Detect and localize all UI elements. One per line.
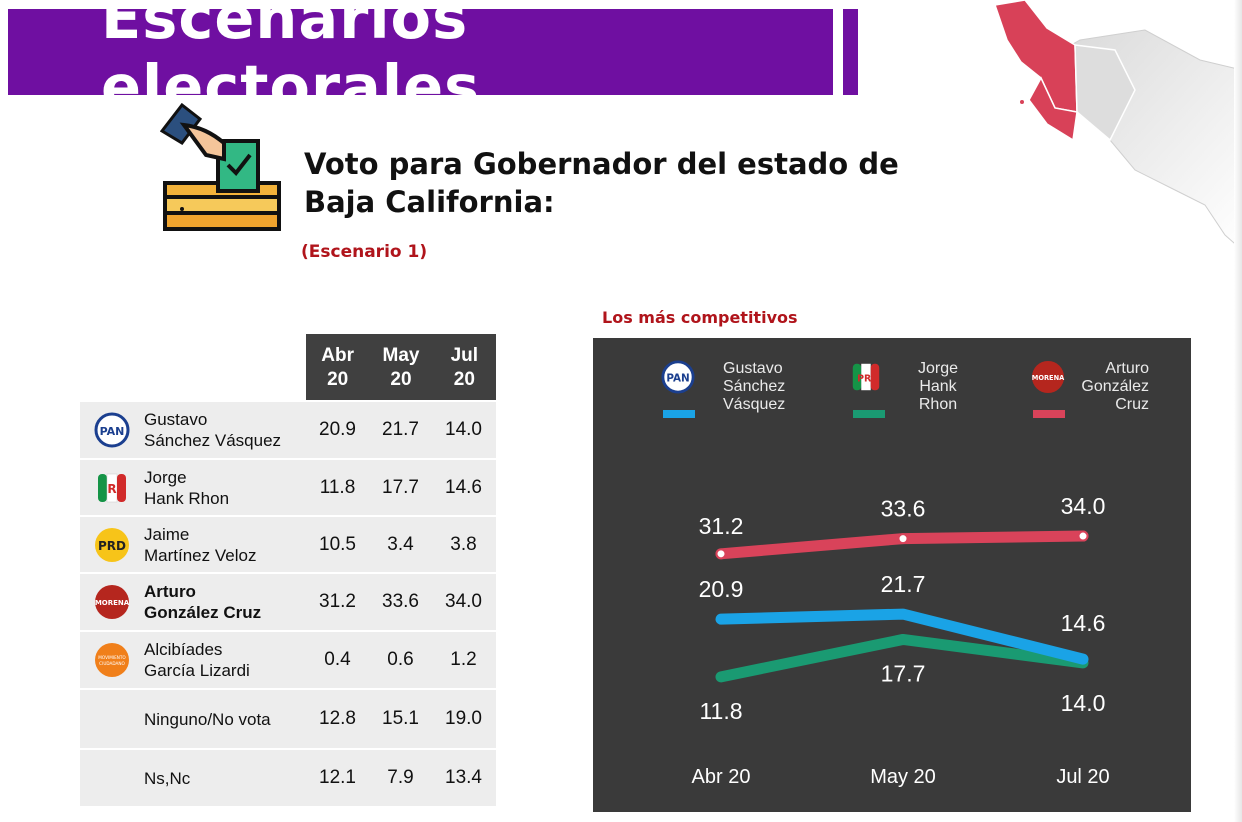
candidate-name: Jorge Hank Rhon xyxy=(144,467,230,508)
table-row: Ninguno/No vota 12.8 15.1 19.0 xyxy=(80,690,496,748)
svg-text:MORENA: MORENA xyxy=(1032,374,1065,382)
legend-swatch-morena xyxy=(1033,410,1065,418)
row-label: Ninguno/No vota xyxy=(144,709,271,729)
data-label: 33.6 xyxy=(881,496,926,522)
data-label: 31.2 xyxy=(699,513,744,539)
candidate-name: Alcibíades García Lizardi xyxy=(144,640,250,680)
svg-text:MOVIMIENTO: MOVIMIENTO xyxy=(98,655,126,660)
data-point-marker xyxy=(897,533,909,545)
cell-value: 3.4 xyxy=(387,533,414,555)
ballot-box-icon xyxy=(160,103,281,231)
svg-text:CIUDADANO: CIUDADANO xyxy=(99,661,125,666)
cell-value: 3.8 xyxy=(450,533,477,555)
pan-logo-icon: PAN xyxy=(80,412,144,448)
x-tick-label: Jul 20 xyxy=(1056,766,1109,788)
x-tick-label: Abr 20 xyxy=(692,766,751,788)
cell-value: 17.7 xyxy=(382,476,419,498)
series-line-pri xyxy=(715,633,1089,683)
cell-value: 1.2 xyxy=(450,649,477,670)
legend-label: Jorge Hank Rhon xyxy=(917,360,959,413)
table-row: MOVIMIENTO CIUDADANO Alcibíades García Liz… xyxy=(80,632,496,688)
cell-value: 33.6 xyxy=(382,591,419,612)
column-header: Abr 20 xyxy=(321,345,355,390)
table-row: PRD Jaime Martínez Veloz 10.5 3.4 3.8 xyxy=(80,517,496,572)
cell-value: 15.1 xyxy=(382,708,419,729)
column-header: May 20 xyxy=(382,345,420,390)
page-edge xyxy=(1234,0,1242,822)
legend-swatch-pri xyxy=(853,410,885,418)
series-line-pan xyxy=(715,608,1089,665)
cell-value: 19.0 xyxy=(445,708,482,729)
legend-swatch-pan xyxy=(663,410,695,418)
svg-text:PAN: PAN xyxy=(100,425,125,438)
table-row: R Jorge Hank Rhon 11.8 17.7 14.6 xyxy=(80,460,496,515)
cell-value: 12.8 xyxy=(319,708,356,729)
movimiento-ciudadano-logo-icon: MOVIMIENTO CIUDADANO xyxy=(80,642,144,678)
morena-logo-icon: MORENA xyxy=(1032,360,1065,394)
pri-logo-icon: PRI xyxy=(852,363,880,391)
svg-text:PRD: PRD xyxy=(98,539,126,553)
legend-label: Arturo González Cruz xyxy=(1081,360,1149,413)
cell-value: 0.6 xyxy=(387,649,414,670)
cell-value: 13.4 xyxy=(445,767,482,788)
cell-value: 10.5 xyxy=(319,533,356,555)
data-label: 17.7 xyxy=(881,660,926,686)
cell-value: 7.9 xyxy=(387,767,414,788)
table-row: MORENA Arturo González Cruz 31.2 33.6 34.… xyxy=(80,574,496,630)
pri-logo-icon: R xyxy=(80,470,144,506)
page-title: Escenarios electorales xyxy=(101,0,481,121)
candidate-name: Gustavo Sánchez Vásquez xyxy=(144,410,282,450)
mexico-map-icon xyxy=(994,0,1242,250)
title-accent-bar xyxy=(843,9,858,95)
cell-value: 20.9 xyxy=(319,419,356,440)
candidate-name: Jaime Martínez Veloz xyxy=(144,524,257,565)
cell-value: 14.6 xyxy=(445,476,482,498)
scenario-label: (Escenario 1) xyxy=(301,242,428,262)
subtitle-line-2: Baja California: xyxy=(304,185,555,219)
data-point-marker xyxy=(1077,530,1089,542)
line-chart: PAN Gustavo Sánchez Vásquez PRI Jorge Hank R… xyxy=(593,338,1191,812)
svg-text:R: R xyxy=(107,482,116,496)
title-banner: Escenarios electorales xyxy=(8,0,833,121)
legend-item-morena: MORENA Arturo González Cruz xyxy=(1029,358,1189,428)
data-label: 14.6 xyxy=(1061,610,1106,636)
data-label: 21.7 xyxy=(881,571,926,597)
cell-value: 34.0 xyxy=(445,591,482,612)
legend-item-pan: PAN Gustavo Sánchez Vásquez xyxy=(659,358,819,428)
cell-value: 31.2 xyxy=(319,591,356,612)
chart-plot-area: 20.9 21.7 14.6 11.8 17.7 14.0 31.2 33.6 34.0 Abr … xyxy=(692,493,1110,788)
chart-title: Los más competitivos xyxy=(602,308,798,327)
row-label: Ns,Nc xyxy=(144,768,191,788)
subtitle-line-1: Voto para Gobernador del estado de xyxy=(304,147,899,181)
cell-value: 0.4 xyxy=(324,649,351,670)
data-label: 34.0 xyxy=(1061,493,1106,519)
cell-value: 11.8 xyxy=(319,476,356,498)
pan-logo-icon: PAN xyxy=(661,360,695,394)
svg-text:PAN: PAN xyxy=(666,373,689,385)
table-row: Ns,Nc 12.1 7.9 13.4 xyxy=(80,750,496,806)
cell-value: 21.7 xyxy=(382,419,419,440)
data-label: 11.8 xyxy=(699,698,742,724)
legend-label: Gustavo Sánchez Vásquez xyxy=(723,360,786,413)
table-row: PAN Gustavo Sánchez Vásquez 20.9 21.7 14.… xyxy=(80,402,496,458)
cell-value: 12.1 xyxy=(319,767,356,788)
data-label: 14.0 xyxy=(1061,690,1106,716)
morena-logo-icon: MORENA xyxy=(80,584,144,620)
prd-logo-icon: PRD xyxy=(80,527,144,563)
column-header: Jul 20 xyxy=(450,345,479,390)
svg-text:MORENA: MORENA xyxy=(95,599,130,607)
candidate-name: Arturo González Cruz xyxy=(144,582,262,622)
legend-item-pri: PRI Jorge Hank Rhon xyxy=(849,358,1009,428)
table-header: Abr 20 May 20 Jul 20 xyxy=(306,334,496,400)
data-point-marker xyxy=(715,548,727,560)
cell-value: 14.0 xyxy=(445,419,482,440)
svg-text:PRI: PRI xyxy=(857,374,875,385)
data-label: 20.9 xyxy=(699,576,744,602)
x-tick-label: May 20 xyxy=(870,766,936,788)
subtitle: Voto para Gobernador del estado de Baja … xyxy=(304,145,924,221)
